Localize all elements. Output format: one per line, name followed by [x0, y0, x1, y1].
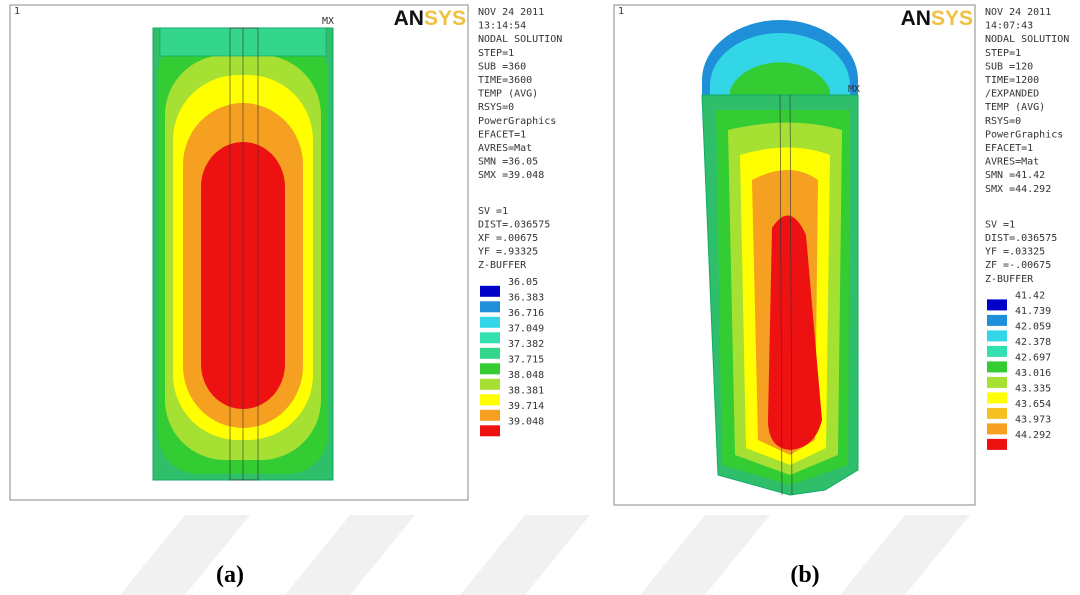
- max-marker: MX: [322, 16, 334, 27]
- info-line: TIME=1200: [985, 75, 1039, 86]
- info-line: SMX =44.292: [985, 184, 1051, 195]
- legend-swatch: [987, 408, 1007, 419]
- legend-label: 38.048: [508, 370, 544, 381]
- legend-swatch: [987, 315, 1007, 326]
- corner-label: 1: [14, 6, 20, 17]
- legend-label: 43.016: [1015, 368, 1051, 379]
- info-line: AVRES=Mat: [985, 157, 1039, 168]
- legend-label: 36.05: [508, 277, 538, 288]
- legend-swatch: [480, 425, 500, 436]
- info-line: NODAL SOLUTION: [985, 34, 1069, 45]
- legend-swatch: [480, 332, 500, 343]
- view-line: YF =.93325: [478, 247, 538, 258]
- info-line: NOV 24 2011: [478, 7, 544, 18]
- view-line: SV =1: [478, 206, 508, 217]
- legend-swatch: [987, 439, 1007, 450]
- info-line: TEMP (AVG): [478, 89, 538, 100]
- legend-label: 37.382: [508, 339, 544, 350]
- info-line: AVRES=Mat: [478, 143, 532, 154]
- legend-label: 43.335: [1015, 383, 1051, 394]
- corner-label: 1: [618, 6, 624, 17]
- legend-label: 41.42: [1015, 290, 1045, 301]
- max-marker: MX: [848, 84, 860, 95]
- legend-swatch: [480, 286, 500, 297]
- info-line: SMX =39.048: [478, 170, 544, 181]
- legend-label: 43.973: [1015, 414, 1051, 425]
- legend-label: 42.378: [1015, 337, 1051, 348]
- view-line: ZF =-.00675: [985, 260, 1051, 271]
- legend-swatch: [480, 394, 500, 405]
- legend-label: 38.381: [508, 385, 544, 396]
- caption: (a): [216, 562, 244, 588]
- info-line: RSYS=0: [985, 116, 1021, 127]
- legend-swatch: [987, 377, 1007, 388]
- legend-label: 39.714: [508, 401, 544, 412]
- view-line: DIST=.036575: [478, 219, 550, 230]
- logo-sys: SYS: [931, 7, 973, 30]
- logo-an: AN: [901, 7, 931, 30]
- view-line: XF =.00675: [478, 233, 538, 244]
- info-line: PowerGraphics: [478, 116, 556, 127]
- info-line: PowerGraphics: [985, 129, 1063, 140]
- view-line: DIST=.036575: [985, 233, 1057, 244]
- info-line: NODAL SOLUTION: [478, 34, 562, 45]
- legend-swatch: [480, 379, 500, 390]
- logo: ANSYS: [901, 7, 973, 30]
- contour-a: [153, 28, 333, 480]
- caption: (b): [790, 562, 819, 588]
- legend-swatch: [987, 392, 1007, 403]
- legend-swatch: [480, 348, 500, 359]
- legend-label: 39.048: [508, 416, 544, 427]
- info-line: STEP=1: [478, 48, 514, 59]
- info-line: STEP=1: [985, 48, 1021, 59]
- view-line: Z-BUFFER: [478, 260, 527, 271]
- info-line: SMN =36.05: [478, 157, 538, 168]
- info-line: 14:07:43: [985, 21, 1033, 32]
- legend-label: 42.697: [1015, 352, 1051, 363]
- legend-swatch: [987, 299, 1007, 310]
- info-line: EFACET=1: [985, 143, 1033, 154]
- legend-swatch: [480, 301, 500, 312]
- legend-swatch: [987, 361, 1007, 372]
- watermark: [120, 515, 970, 595]
- info-line: SMN =41.42: [985, 170, 1045, 181]
- info-line: TIME=3600: [478, 75, 532, 86]
- legend-label: 36.716: [508, 308, 544, 319]
- legend-label: 43.654: [1015, 399, 1051, 410]
- legend-label: 36.383: [508, 292, 544, 303]
- info-line: TEMP (AVG): [985, 102, 1045, 113]
- legend-label: 41.739: [1015, 306, 1051, 317]
- legend-swatch: [480, 363, 500, 374]
- logo-sys: SYS: [424, 7, 466, 30]
- info-line: EFACET=1: [478, 129, 526, 140]
- view-line: YF =.03325: [985, 247, 1045, 258]
- info-line: SUB =120: [985, 61, 1033, 72]
- info-line: RSYS=0: [478, 102, 514, 113]
- figure: ANSYS1MXNOV 24 201113:14:54NODAL SOLUTIO…: [0, 0, 1080, 595]
- legend-swatch: [987, 330, 1007, 341]
- view-line: SV =1: [985, 219, 1015, 230]
- logo-an: AN: [394, 7, 424, 30]
- view-line: Z-BUFFER: [985, 274, 1034, 285]
- legend-label: 37.049: [508, 323, 544, 334]
- legend-swatch: [480, 317, 500, 328]
- legend-label: 42.059: [1015, 321, 1051, 332]
- contour-b: [702, 20, 858, 495]
- info-line: NOV 24 2011: [985, 7, 1051, 18]
- legend-swatch: [480, 410, 500, 421]
- legend-swatch: [987, 346, 1007, 357]
- legend-label: 44.292: [1015, 430, 1051, 441]
- info-line: /EXPANDED: [985, 89, 1039, 100]
- info-line: SUB =360: [478, 61, 526, 72]
- info-line: 13:14:54: [478, 21, 526, 32]
- legend-swatch: [987, 423, 1007, 434]
- legend-label: 37.715: [508, 354, 544, 365]
- logo: ANSYS: [394, 7, 466, 30]
